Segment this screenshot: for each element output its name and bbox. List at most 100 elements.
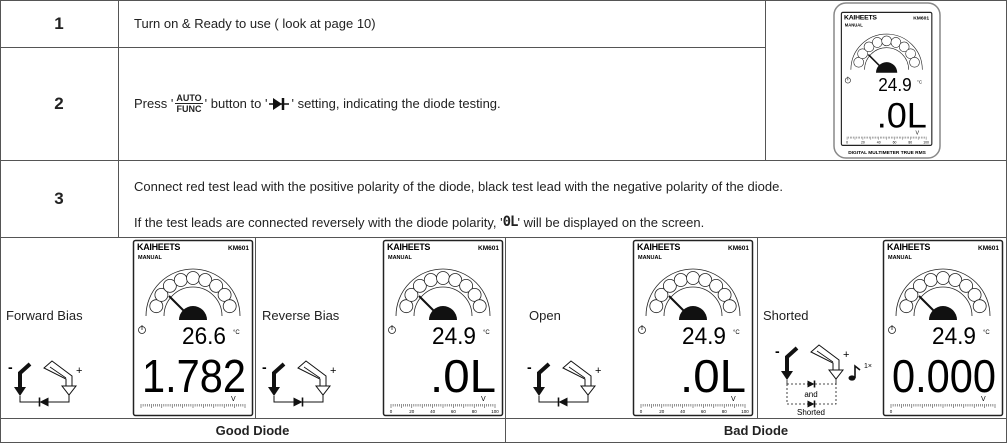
dial-ring	[895, 268, 991, 317]
scale-label: 40	[430, 409, 436, 414]
dial-position	[209, 278, 224, 293]
dial-position	[467, 287, 482, 302]
temp-unit: °C	[233, 330, 240, 336]
dial-ring	[163, 286, 223, 317]
polarity-plus: +	[843, 349, 849, 361]
mode: MANUAL	[888, 255, 912, 261]
temp-unit: °C	[917, 79, 923, 84]
probe-tip	[781, 371, 793, 380]
group-label: Good Diode	[215, 423, 290, 438]
dial-position	[198, 273, 213, 287]
dial-ring	[864, 47, 909, 70]
meter: KAIHEETS KM601 MANUAL 24.9 °C .0LV 0 20 40 60 80 10…	[382, 239, 504, 417]
dial-position	[654, 287, 669, 302]
red-probe-inner	[816, 350, 834, 363]
dial-ring	[663, 286, 723, 317]
dial-ring	[913, 286, 973, 317]
and-label: and	[804, 390, 817, 399]
diode-symbol	[39, 397, 49, 407]
dial-position	[857, 48, 868, 59]
dial-position	[149, 299, 164, 314]
red-probe	[562, 360, 592, 387]
case-label: Reverse Bias	[262, 307, 340, 323]
model: KM601	[913, 16, 929, 22]
temp-reading: 24.9	[932, 323, 976, 350]
red-probe-inner	[49, 366, 67, 379]
temp-unit: °C	[733, 330, 740, 336]
brand: KAIHEETS	[637, 242, 680, 252]
dial-position	[217, 287, 232, 302]
meter: KAIHEETS KM601 MANUAL 24.9 °C .0LV 0 20 40 60 80 10…	[632, 239, 754, 417]
dial-ring	[145, 268, 241, 317]
model: KM601	[228, 245, 249, 252]
text: ' button to '	[204, 96, 268, 111]
meter: KAIHEETS KM601 MANUAL 24.9 °C .0LV 0 20 40 60 80 10…	[840, 11, 933, 146]
unit: V	[481, 396, 486, 403]
red-probe	[810, 344, 840, 371]
dial-position	[899, 299, 914, 314]
main-reading: 1.782	[142, 350, 246, 402]
dial-position	[872, 37, 883, 48]
step-number: 1	[54, 13, 64, 33]
dial-position	[722, 299, 737, 314]
dial-position	[448, 273, 463, 287]
dial-position	[472, 299, 487, 314]
dial-position	[909, 57, 920, 68]
dial-position	[959, 278, 974, 293]
unit: V	[231, 396, 236, 403]
polarity-plus: +	[330, 365, 336, 377]
dial-position	[936, 271, 950, 285]
dial-position	[967, 287, 982, 302]
button-top: AUTO	[175, 93, 203, 104]
button-label: AUTO FUNC	[175, 93, 203, 114]
dial-knob	[875, 62, 898, 73]
model: KM601	[978, 245, 999, 252]
dial-position	[459, 278, 474, 293]
dial-position	[154, 287, 169, 302]
dial-position	[162, 278, 177, 293]
ol-symbol: 0L	[502, 214, 519, 230]
shorted-label: Shorted	[797, 408, 825, 417]
main-reading: .0L	[680, 350, 746, 402]
red-probe-inner	[303, 366, 321, 379]
scale-label: 80	[722, 409, 728, 414]
dial-position	[186, 271, 200, 285]
temp-reading: 24.9	[682, 323, 726, 350]
scale-label: 20	[409, 409, 415, 414]
device-case	[833, 2, 941, 159]
scale-label: 60	[451, 409, 457, 414]
model: KM601	[478, 245, 499, 252]
red-probe	[43, 360, 73, 387]
scale-label: 100	[741, 409, 749, 414]
mode: MANUAL	[845, 22, 863, 27]
unit: V	[731, 396, 736, 403]
brand: KAIHEETS	[844, 15, 877, 22]
polarity-minus: -	[527, 359, 532, 375]
scale-label: 20	[861, 140, 865, 144]
main-reading: .0L	[430, 350, 496, 402]
scale-label: 0	[846, 140, 848, 144]
polarity-plus: +	[76, 365, 82, 377]
brand: KAIHEETS	[137, 242, 180, 252]
black-probe	[785, 346, 799, 372]
dial-position	[649, 299, 664, 314]
temp-reading: 24.9	[878, 74, 911, 95]
mode: MANUAL	[638, 255, 662, 261]
diode-symbol	[807, 400, 815, 408]
dial-ring	[395, 268, 491, 317]
temp-reading: 24.9	[432, 323, 476, 350]
dial-position	[404, 287, 419, 302]
dial-position	[972, 299, 987, 314]
dial-knob	[429, 306, 457, 320]
mode: MANUAL	[388, 255, 412, 261]
step-text: If the test leads are connected reversel…	[134, 210, 704, 234]
probe-tip	[60, 385, 78, 396]
black-probe	[272, 362, 286, 388]
dial-position	[222, 299, 237, 314]
dial-position	[673, 273, 688, 287]
dial-position	[423, 273, 438, 287]
